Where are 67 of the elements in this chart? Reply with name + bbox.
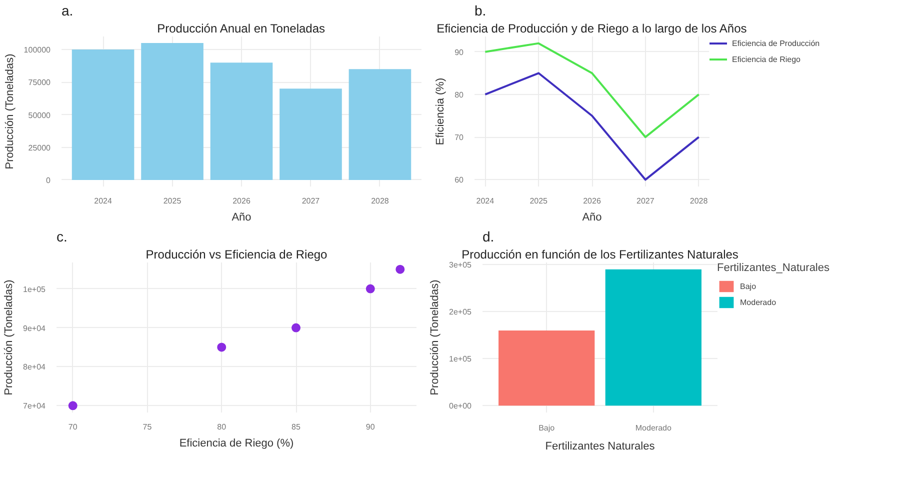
y-tick-label: 3e+05 <box>449 260 472 270</box>
legend-label: Eficiencia de Producción <box>732 38 820 48</box>
chart-title: Producción en función de los Fertilizantes Naturales <box>462 248 738 262</box>
x-tick-label: 2026 <box>583 196 602 206</box>
x-tick-label: 75 <box>142 422 152 432</box>
bar <box>210 62 273 180</box>
x-tick-label: 2024 <box>476 196 495 206</box>
y-tick-label: 25000 <box>28 143 52 152</box>
point <box>396 264 405 274</box>
bar <box>280 88 342 180</box>
y-tick-label: 90 <box>454 48 464 57</box>
bar <box>141 43 204 180</box>
legend-label: Eficiencia de Riego <box>732 54 800 64</box>
point <box>68 401 78 410</box>
y-tick-label: 0 <box>46 176 52 185</box>
point <box>366 284 375 294</box>
y-axis-title: Eficiencia (%) <box>434 78 447 146</box>
x-tick-label: 90 <box>366 422 376 432</box>
x-tick-label: 2025 <box>530 196 548 206</box>
legend-title: Fertilizantes_Naturales <box>717 262 830 274</box>
bar <box>72 50 134 180</box>
x-axis-title: Eficiencia de Riego (%) <box>179 438 294 450</box>
point <box>292 323 301 332</box>
x-tick-label: 85 <box>292 422 302 432</box>
x-tick-label: Bajo <box>538 424 556 432</box>
text: b. <box>474 2 486 18</box>
x-axis-title: Fertilizantes Naturales <box>545 440 656 452</box>
y-axis-title: Producción (Toneladas) <box>429 280 442 396</box>
text: a. <box>62 2 74 18</box>
x-tick-label: 2027 <box>636 196 655 206</box>
y-axis-title: Producción (Toneladas) <box>4 54 16 170</box>
x-tick-label: Moderado <box>635 424 672 432</box>
y-tick-label: 70 <box>454 133 464 142</box>
legend-label: Moderado <box>740 298 776 306</box>
bar <box>348 69 412 180</box>
y-tick-label: 7e+04 <box>23 402 46 411</box>
x-tick-label: 2027 <box>302 196 320 206</box>
y-axis-title: Producción (Toneladas) <box>3 280 16 396</box>
x-tick-label: 80 <box>217 422 227 432</box>
point <box>217 342 226 352</box>
y-tick-label: 2e+05 <box>449 308 472 317</box>
x-tick-label: 2028 <box>690 196 708 206</box>
chart-title: Producción vs Eficiencia de Riego <box>146 248 328 262</box>
y-tick-label: 100000 <box>24 46 52 55</box>
y-tick-label: 60 <box>454 176 464 185</box>
y-tick-label: 1e+05 <box>23 284 46 294</box>
x-axis-title: Año <box>582 212 602 224</box>
y-tick-label: 75000 <box>28 78 52 88</box>
y-tick-label: 1e+05 <box>449 354 472 364</box>
text: d. <box>482 228 494 244</box>
x-tick-label: 2028 <box>371 196 390 206</box>
x-axis-title: Año <box>232 212 252 224</box>
chart-title: Producción Anual en Toneladas <box>157 22 326 36</box>
x-tick-label: 70 <box>68 422 78 432</box>
line-series <box>484 72 700 181</box>
y-tick-label: 8e+04 <box>23 362 46 372</box>
text: c. <box>56 228 68 244</box>
x-tick-label: 2026 <box>232 196 251 206</box>
y-tick-label: 9e+04 <box>23 324 46 333</box>
x-tick-label: 2024 <box>94 196 112 206</box>
y-tick-label: 0e+00 <box>449 402 472 411</box>
line-series <box>484 42 700 138</box>
y-tick-label: 50000 <box>28 110 52 120</box>
y-tick-label: 80 <box>454 90 464 100</box>
legend-label: Bajo <box>740 282 758 290</box>
chart-title: Eficiencia de Producción y de Riego a lo largo de los Años <box>436 22 747 36</box>
x-tick-label: 2025 <box>163 196 182 206</box>
